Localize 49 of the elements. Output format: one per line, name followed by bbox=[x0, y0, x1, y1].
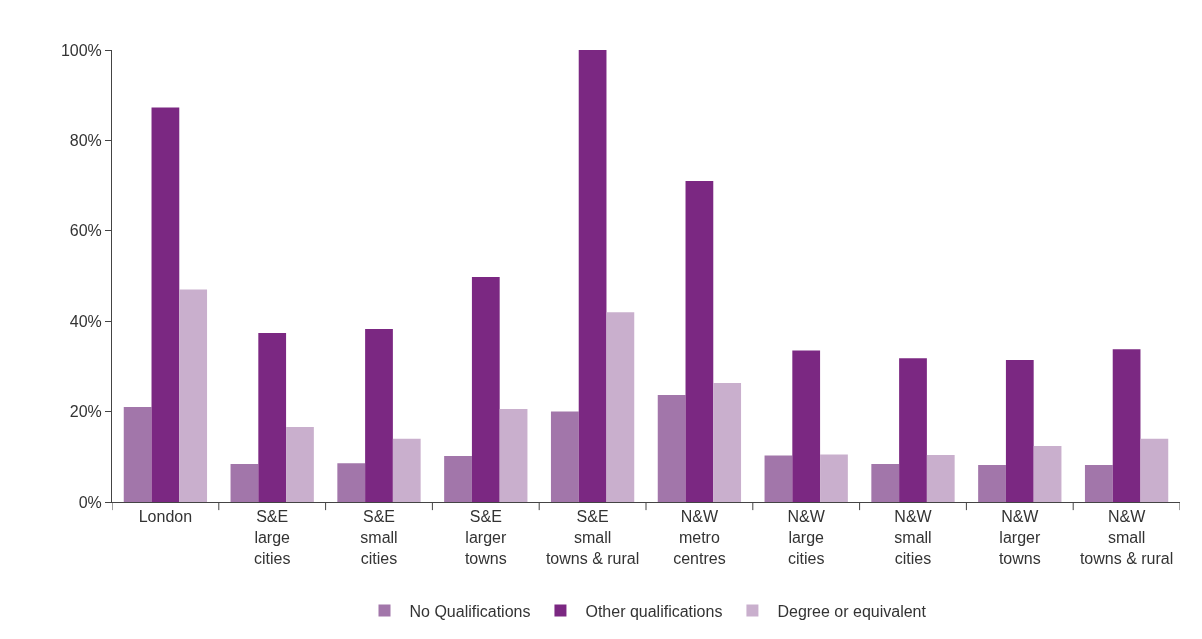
x-tick-label: N&W metro centres bbox=[673, 508, 726, 567]
legend-label: Other qualifications bbox=[585, 602, 723, 620]
x-tick-label: London bbox=[138, 508, 193, 526]
bar bbox=[179, 289, 208, 502]
bar bbox=[123, 407, 152, 502]
bar bbox=[871, 464, 900, 502]
bar bbox=[899, 358, 927, 502]
x-tick-label: S&E larger towns bbox=[464, 508, 507, 567]
y-tick-label: 40% bbox=[69, 312, 102, 330]
bar bbox=[792, 350, 821, 502]
bar bbox=[1084, 464, 1113, 502]
bar bbox=[764, 455, 793, 502]
y-tick-label: 60% bbox=[69, 222, 102, 240]
bar bbox=[471, 276, 500, 502]
x-tick-label: N&W larger towns bbox=[998, 508, 1041, 567]
legend-label: No Qualifications bbox=[409, 602, 531, 620]
y-tick-label: 100% bbox=[60, 41, 102, 59]
bar bbox=[444, 455, 472, 502]
bar bbox=[1005, 360, 1034, 502]
bar bbox=[657, 394, 686, 502]
bar bbox=[499, 408, 528, 502]
x-tick-label: S&E large cities bbox=[253, 508, 291, 567]
bar bbox=[926, 454, 955, 502]
bar bbox=[713, 383, 742, 502]
bar bbox=[151, 107, 180, 502]
x-tick-label: S&E small cities bbox=[360, 508, 398, 567]
bar bbox=[365, 328, 393, 502]
bar bbox=[286, 426, 314, 502]
bar bbox=[230, 464, 259, 502]
bar bbox=[820, 454, 848, 502]
x-tick-label: N&W large cities bbox=[787, 508, 826, 567]
bar bbox=[392, 438, 421, 502]
y-tick-label: 0% bbox=[78, 493, 102, 511]
y-tick-label: 80% bbox=[69, 132, 102, 149]
bar bbox=[578, 50, 607, 502]
bar bbox=[1140, 438, 1169, 502]
x-tick-label: N&W small towns & rural bbox=[1079, 508, 1174, 567]
x-tick-label: N&W small cities bbox=[894, 508, 933, 567]
bar bbox=[550, 411, 579, 502]
bar bbox=[606, 312, 635, 502]
bar bbox=[337, 463, 366, 502]
y-tick-label: 20% bbox=[69, 403, 102, 421]
x-tick-label: S&E small towns & rural bbox=[545, 508, 640, 567]
bar bbox=[1112, 349, 1141, 502]
bar bbox=[685, 181, 714, 502]
bar bbox=[258, 332, 287, 502]
bar bbox=[978, 464, 1006, 502]
legend-label: Degree or equivalent bbox=[777, 602, 927, 620]
bar bbox=[1033, 445, 1062, 502]
